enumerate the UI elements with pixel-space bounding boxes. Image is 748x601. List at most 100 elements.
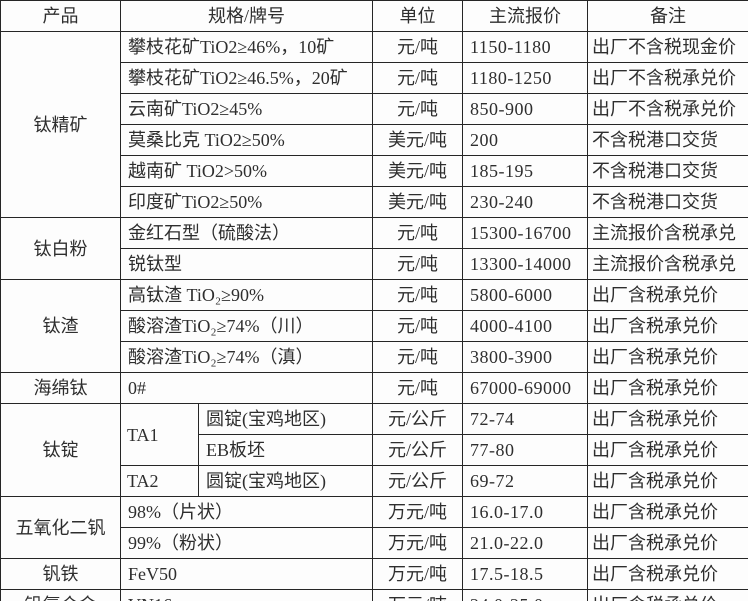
unit-cell: 元/吨	[372, 248, 464, 280]
note-cell: 出厂含税承兑价	[587, 527, 748, 559]
note-cell: 出厂含税承兑价	[587, 496, 748, 528]
product-cell-titanium-sponge: 海绵钛	[0, 372, 121, 404]
table-row: 莫桑比克 TiO2≥50% 美元/吨 200 不含税港口交货	[1, 124, 748, 156]
spec-cell: 越南矿 TiO2>50%	[119, 155, 374, 187]
unit-cell: 元/吨	[372, 62, 464, 94]
table-row: 印度矿TiO2≥50% 美元/吨 230-240 不含税港口交货	[1, 186, 748, 218]
product-cell-titanium-ingot: 钛锭	[0, 403, 121, 497]
price-cell: 16.0-17.0	[462, 496, 589, 528]
price-cell: 67000-69000	[462, 372, 589, 404]
price-cell: 230-240	[462, 186, 589, 218]
note-cell: 出厂含税承兑价	[587, 589, 748, 601]
product-cell-titanium-dioxide: 钛白粉	[0, 217, 121, 280]
unit-cell: 元/吨	[372, 372, 464, 404]
table-row: 99%（粉状） 万元/吨 21.0-22.0 出厂含税承兑价	[1, 527, 748, 559]
note-cell: 出厂含税承兑价	[587, 279, 748, 311]
note-cell: 出厂含税承兑价	[587, 465, 748, 497]
unit-cell: 美元/吨	[372, 155, 464, 187]
table-row: 攀枝花矿TiO2≥46.5%，20矿 元/吨 1180-1250 出厂不含税承兑…	[1, 62, 748, 94]
price-cell: 21.0-22.0	[462, 527, 589, 559]
product-cell-vanadium-nitride: 钒氮合金	[0, 589, 121, 601]
product-cell-vanadium-pentoxide: 五氧化二钒	[0, 496, 121, 559]
spec-cell: VN16	[119, 589, 374, 601]
price-cell: 24.0-25.0	[462, 589, 589, 601]
note-cell: 不含税港口交货	[587, 155, 748, 187]
unit-cell: 万元/吨	[372, 558, 464, 590]
col-header-unit: 单位	[372, 0, 464, 32]
col-header-price: 主流报价	[462, 0, 589, 32]
unit-cell: 元/吨	[372, 310, 464, 342]
note-cell: 主流报价含税承兑	[587, 248, 748, 280]
spec-cell: FeV50	[119, 558, 374, 590]
note-cell: 不含税港口交货	[587, 124, 748, 156]
header-row: 产品 规格/牌号 单位 主流报价 备注	[0, 0, 748, 32]
price-cell: 77-80	[462, 434, 589, 466]
spec-cell: 莫桑比克 TiO2≥50%	[119, 124, 374, 156]
unit-cell: 元/公斤	[372, 434, 464, 466]
note-cell: 出厂含税承兑价	[587, 310, 748, 342]
product-cell-titanium-concentrate: 钛精矿	[0, 31, 121, 218]
price-cell: 72-74	[462, 403, 589, 435]
note-cell: 出厂含税承兑价	[587, 372, 748, 404]
price-cell: 69-72	[462, 465, 589, 497]
spec-cell: 攀枝花矿TiO2≥46%，10矿	[119, 31, 374, 63]
note-cell: 出厂不含税承兑价	[587, 62, 748, 94]
table-row: 海绵钛 0# 元/吨 67000-69000 出厂含税承兑价	[0, 372, 748, 404]
price-cell: 17.5-18.5	[462, 558, 589, 590]
note-cell: 出厂不含税现金价	[587, 31, 748, 63]
note-cell: 出厂不含税承兑价	[587, 93, 748, 125]
table-row: 钒氮合金 VN16 万元/吨 24.0-25.0 出厂含税承兑价	[0, 589, 748, 601]
price-cell: 185-195	[462, 155, 589, 187]
table-row: 钛精矿 攀枝花矿TiO2≥46%，10矿 元/吨 1150-1180 出厂不含税…	[0, 31, 748, 218]
price-cell: 13300-14000	[462, 248, 589, 280]
unit-cell: 元/公斤	[372, 465, 464, 497]
spec-cell: 高钛渣 TiO₂≥90%	[119, 279, 374, 311]
table-row: 钛白粉 金红石型（硫酸法） 元/吨 15300-16700 主流报价含税承兑	[0, 217, 748, 280]
price-cell: 15300-16700	[462, 217, 589, 249]
price-cell: 5800-6000	[462, 279, 589, 311]
form-cell: 圆锭(宝鸡地区)	[197, 465, 374, 497]
note-cell: 出厂含税承兑价	[587, 403, 748, 435]
spec-cell: 酸溶渣TiO₂≥74%（川）	[119, 310, 374, 342]
table-row: 锐钛型 元/吨 13300-14000 主流报价含税承兑	[1, 248, 748, 280]
spec-cell: 0#	[119, 372, 374, 404]
table-row: 酸溶渣TiO₂≥74%（滇） 元/吨 3800-3900 出厂含税承兑价	[1, 341, 748, 373]
table-row: 五氧化二钒 98%（片状） 万元/吨 16.0-17.0 出厂含税承兑价	[0, 496, 748, 559]
unit-cell: 万元/吨	[372, 527, 464, 559]
unit-cell: 元/吨	[372, 31, 464, 63]
table-row: 酸溶渣TiO₂≥74%（川） 元/吨 4000-4100 出厂含税承兑价	[1, 310, 748, 342]
spec-cell: 攀枝花矿TiO2≥46.5%，20矿	[119, 62, 374, 94]
table-row: 越南矿 TiO2>50% 美元/吨 185-195 不含税港口交货	[1, 155, 748, 187]
price-cell: 1180-1250	[462, 62, 589, 94]
table-row: 云南矿TiO2≥45% 元/吨 850-900 出厂不含税承兑价	[1, 93, 748, 125]
unit-cell: 元/吨	[372, 93, 464, 125]
price-cell: 3800-3900	[462, 341, 589, 373]
price-cell: 1150-1180	[462, 31, 589, 63]
note-cell: 主流报价含税承兑	[587, 217, 748, 249]
spec-cell: 金红石型（硫酸法）	[119, 217, 374, 249]
unit-cell: 元/吨	[372, 217, 464, 249]
unit-cell: 元/吨	[372, 279, 464, 311]
unit-cell: 美元/吨	[372, 124, 464, 156]
note-cell: 不含税港口交货	[587, 186, 748, 218]
table-row: 钛锭 TA1 圆锭(宝鸡地区) 元/公斤 72-74 出厂含税承兑价	[0, 403, 748, 497]
spec-cell: 酸溶渣TiO₂≥74%（滇）	[119, 341, 374, 373]
note-cell: 出厂含税承兑价	[587, 434, 748, 466]
table-row: TA2 圆锭(宝鸡地区) 元/公斤 69-72 出厂含税承兑价	[1, 465, 748, 497]
unit-cell: 元/公斤	[372, 403, 464, 435]
form-cell: EB板坯	[197, 434, 374, 466]
grade-cell: TA1	[120, 403, 199, 466]
spec-cell: 98%（片状）	[119, 496, 374, 528]
table-row: 钛渣 高钛渣 TiO₂≥90% 元/吨 5800-6000 出厂含税承兑价	[0, 279, 748, 373]
unit-cell: 万元/吨	[372, 496, 464, 528]
product-cell-ferrovanadium: 钒铁	[0, 558, 121, 590]
unit-cell: 万元/吨	[372, 589, 464, 601]
spec-cell: 99%（粉状）	[119, 527, 374, 559]
spec-cell: 云南矿TiO2≥45%	[119, 93, 374, 125]
price-cell: 850-900	[462, 93, 589, 125]
form-cell: 圆锭(宝鸡地区)	[197, 403, 374, 435]
table-row: 钒铁 FeV50 万元/吨 17.5-18.5 出厂含税承兑价	[0, 558, 748, 590]
col-header-product: 产品	[0, 0, 121, 32]
col-header-spec: 规格/牌号	[119, 0, 374, 32]
